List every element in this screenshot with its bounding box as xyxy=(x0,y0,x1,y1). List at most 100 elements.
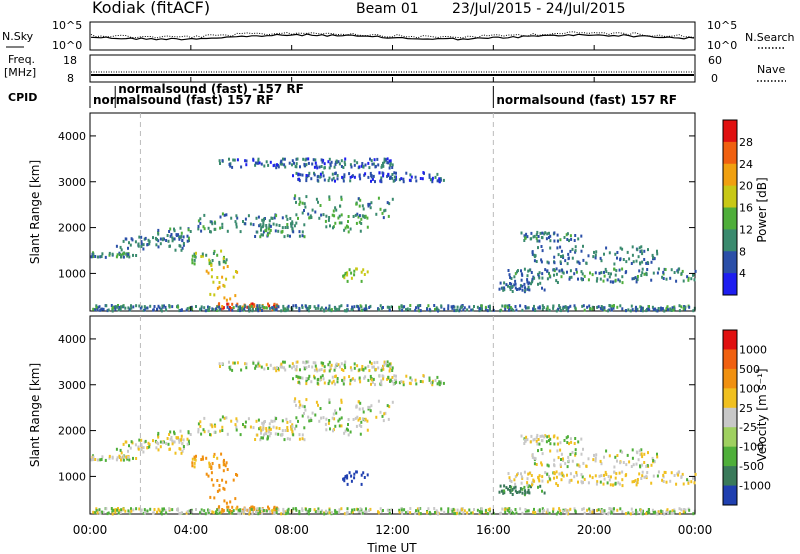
colorbar-tick-label: 100 xyxy=(739,382,760,395)
power-cell xyxy=(227,302,230,306)
velocity-cell xyxy=(608,454,611,458)
velocity-cell xyxy=(303,405,306,409)
velocity-cell xyxy=(612,509,615,513)
velocity-cell xyxy=(678,470,681,474)
power-cell xyxy=(157,245,160,249)
power-cell xyxy=(388,166,391,170)
velocity-cell xyxy=(226,508,229,512)
velocity-cell xyxy=(188,509,191,513)
power-cell xyxy=(193,252,196,256)
power-cell xyxy=(343,274,346,278)
power-cell xyxy=(340,195,343,199)
velocity-cell xyxy=(557,456,560,460)
velocity-cell xyxy=(567,509,570,513)
velocity-cell xyxy=(537,438,540,441)
power-cell xyxy=(127,252,130,256)
power-cell xyxy=(130,237,133,241)
velocity-cell xyxy=(379,507,382,511)
power-cell xyxy=(507,269,510,272)
velocity-cell xyxy=(361,365,364,368)
velocity-cell xyxy=(208,465,211,469)
velocity-cell xyxy=(400,508,403,512)
power-cell xyxy=(636,275,639,278)
velocity-cell xyxy=(194,457,196,461)
power-cell xyxy=(294,165,297,168)
velocity-cell xyxy=(553,464,556,468)
power-cell xyxy=(594,271,597,275)
power-cell xyxy=(639,261,641,265)
velocity-cell xyxy=(647,451,649,455)
power-cell xyxy=(293,224,296,228)
velocity-cell xyxy=(537,477,540,481)
power-cell xyxy=(116,253,119,257)
velocity-cell xyxy=(541,434,544,438)
velocity-cell xyxy=(260,365,263,369)
power-cell xyxy=(381,171,384,175)
velocity-cell xyxy=(180,451,183,455)
power-cell xyxy=(466,308,469,312)
velocity-cell xyxy=(191,510,194,514)
velocity-cell xyxy=(263,367,266,371)
velocity-cell xyxy=(210,466,213,470)
velocity-cell xyxy=(218,488,221,492)
power-cell xyxy=(552,304,555,308)
power-cell xyxy=(640,306,643,310)
power-cell xyxy=(307,174,310,178)
colorbar-swatch xyxy=(723,446,737,467)
power-cell xyxy=(531,277,534,281)
velocity-cell xyxy=(110,507,113,510)
velocity-cell xyxy=(661,478,664,482)
power-cell xyxy=(319,172,322,176)
power-cell xyxy=(114,307,117,311)
velocity-cell xyxy=(592,458,595,462)
power-cell xyxy=(398,305,401,309)
velocity-cell xyxy=(374,367,377,371)
power-cell xyxy=(503,288,506,292)
power-cell xyxy=(268,304,271,308)
power-cell xyxy=(113,305,116,309)
power-cell xyxy=(212,308,215,312)
velocity-cell xyxy=(315,367,318,371)
velocity-cell xyxy=(639,464,641,468)
power-cell xyxy=(303,235,306,239)
power-cell xyxy=(673,305,676,309)
power-cell xyxy=(387,214,390,218)
power-cell xyxy=(235,214,238,218)
velocity-cell xyxy=(524,508,527,511)
power-cell xyxy=(362,308,365,312)
velocity-cell xyxy=(286,429,289,432)
dashed-time-markers xyxy=(139,113,494,514)
velocity-cell xyxy=(211,462,214,465)
velocity-cell xyxy=(295,416,298,420)
power-cell xyxy=(621,281,624,285)
power-cell xyxy=(269,160,272,164)
power-cell xyxy=(610,308,613,312)
velocity-cell xyxy=(130,507,132,511)
velocity-cell xyxy=(530,485,532,489)
velocity-cell xyxy=(538,508,541,512)
velocity-cell xyxy=(621,450,624,454)
power-cell xyxy=(179,226,182,230)
power-cell xyxy=(278,224,281,227)
velocity-cell xyxy=(604,470,607,474)
power-cell xyxy=(479,307,481,310)
power-cell xyxy=(663,309,666,313)
power-cell xyxy=(560,249,563,253)
velocity-cell xyxy=(161,441,164,445)
power-cell xyxy=(260,226,263,230)
velocity-cell xyxy=(367,405,370,409)
velocity-cell xyxy=(328,419,331,422)
velocity-cell xyxy=(262,436,264,440)
velocity-cell xyxy=(648,511,651,515)
velocity-cell xyxy=(524,489,526,493)
power-cell xyxy=(321,160,324,164)
power-cell xyxy=(613,267,616,271)
power-cell xyxy=(541,236,544,240)
power-cell xyxy=(197,227,200,231)
power-cell xyxy=(328,157,331,161)
power-cell xyxy=(641,309,644,313)
power-cell xyxy=(342,179,345,183)
velocity-cell xyxy=(595,482,598,486)
colorbar-tick-label: -25 xyxy=(739,421,757,434)
power-cell xyxy=(533,276,536,280)
